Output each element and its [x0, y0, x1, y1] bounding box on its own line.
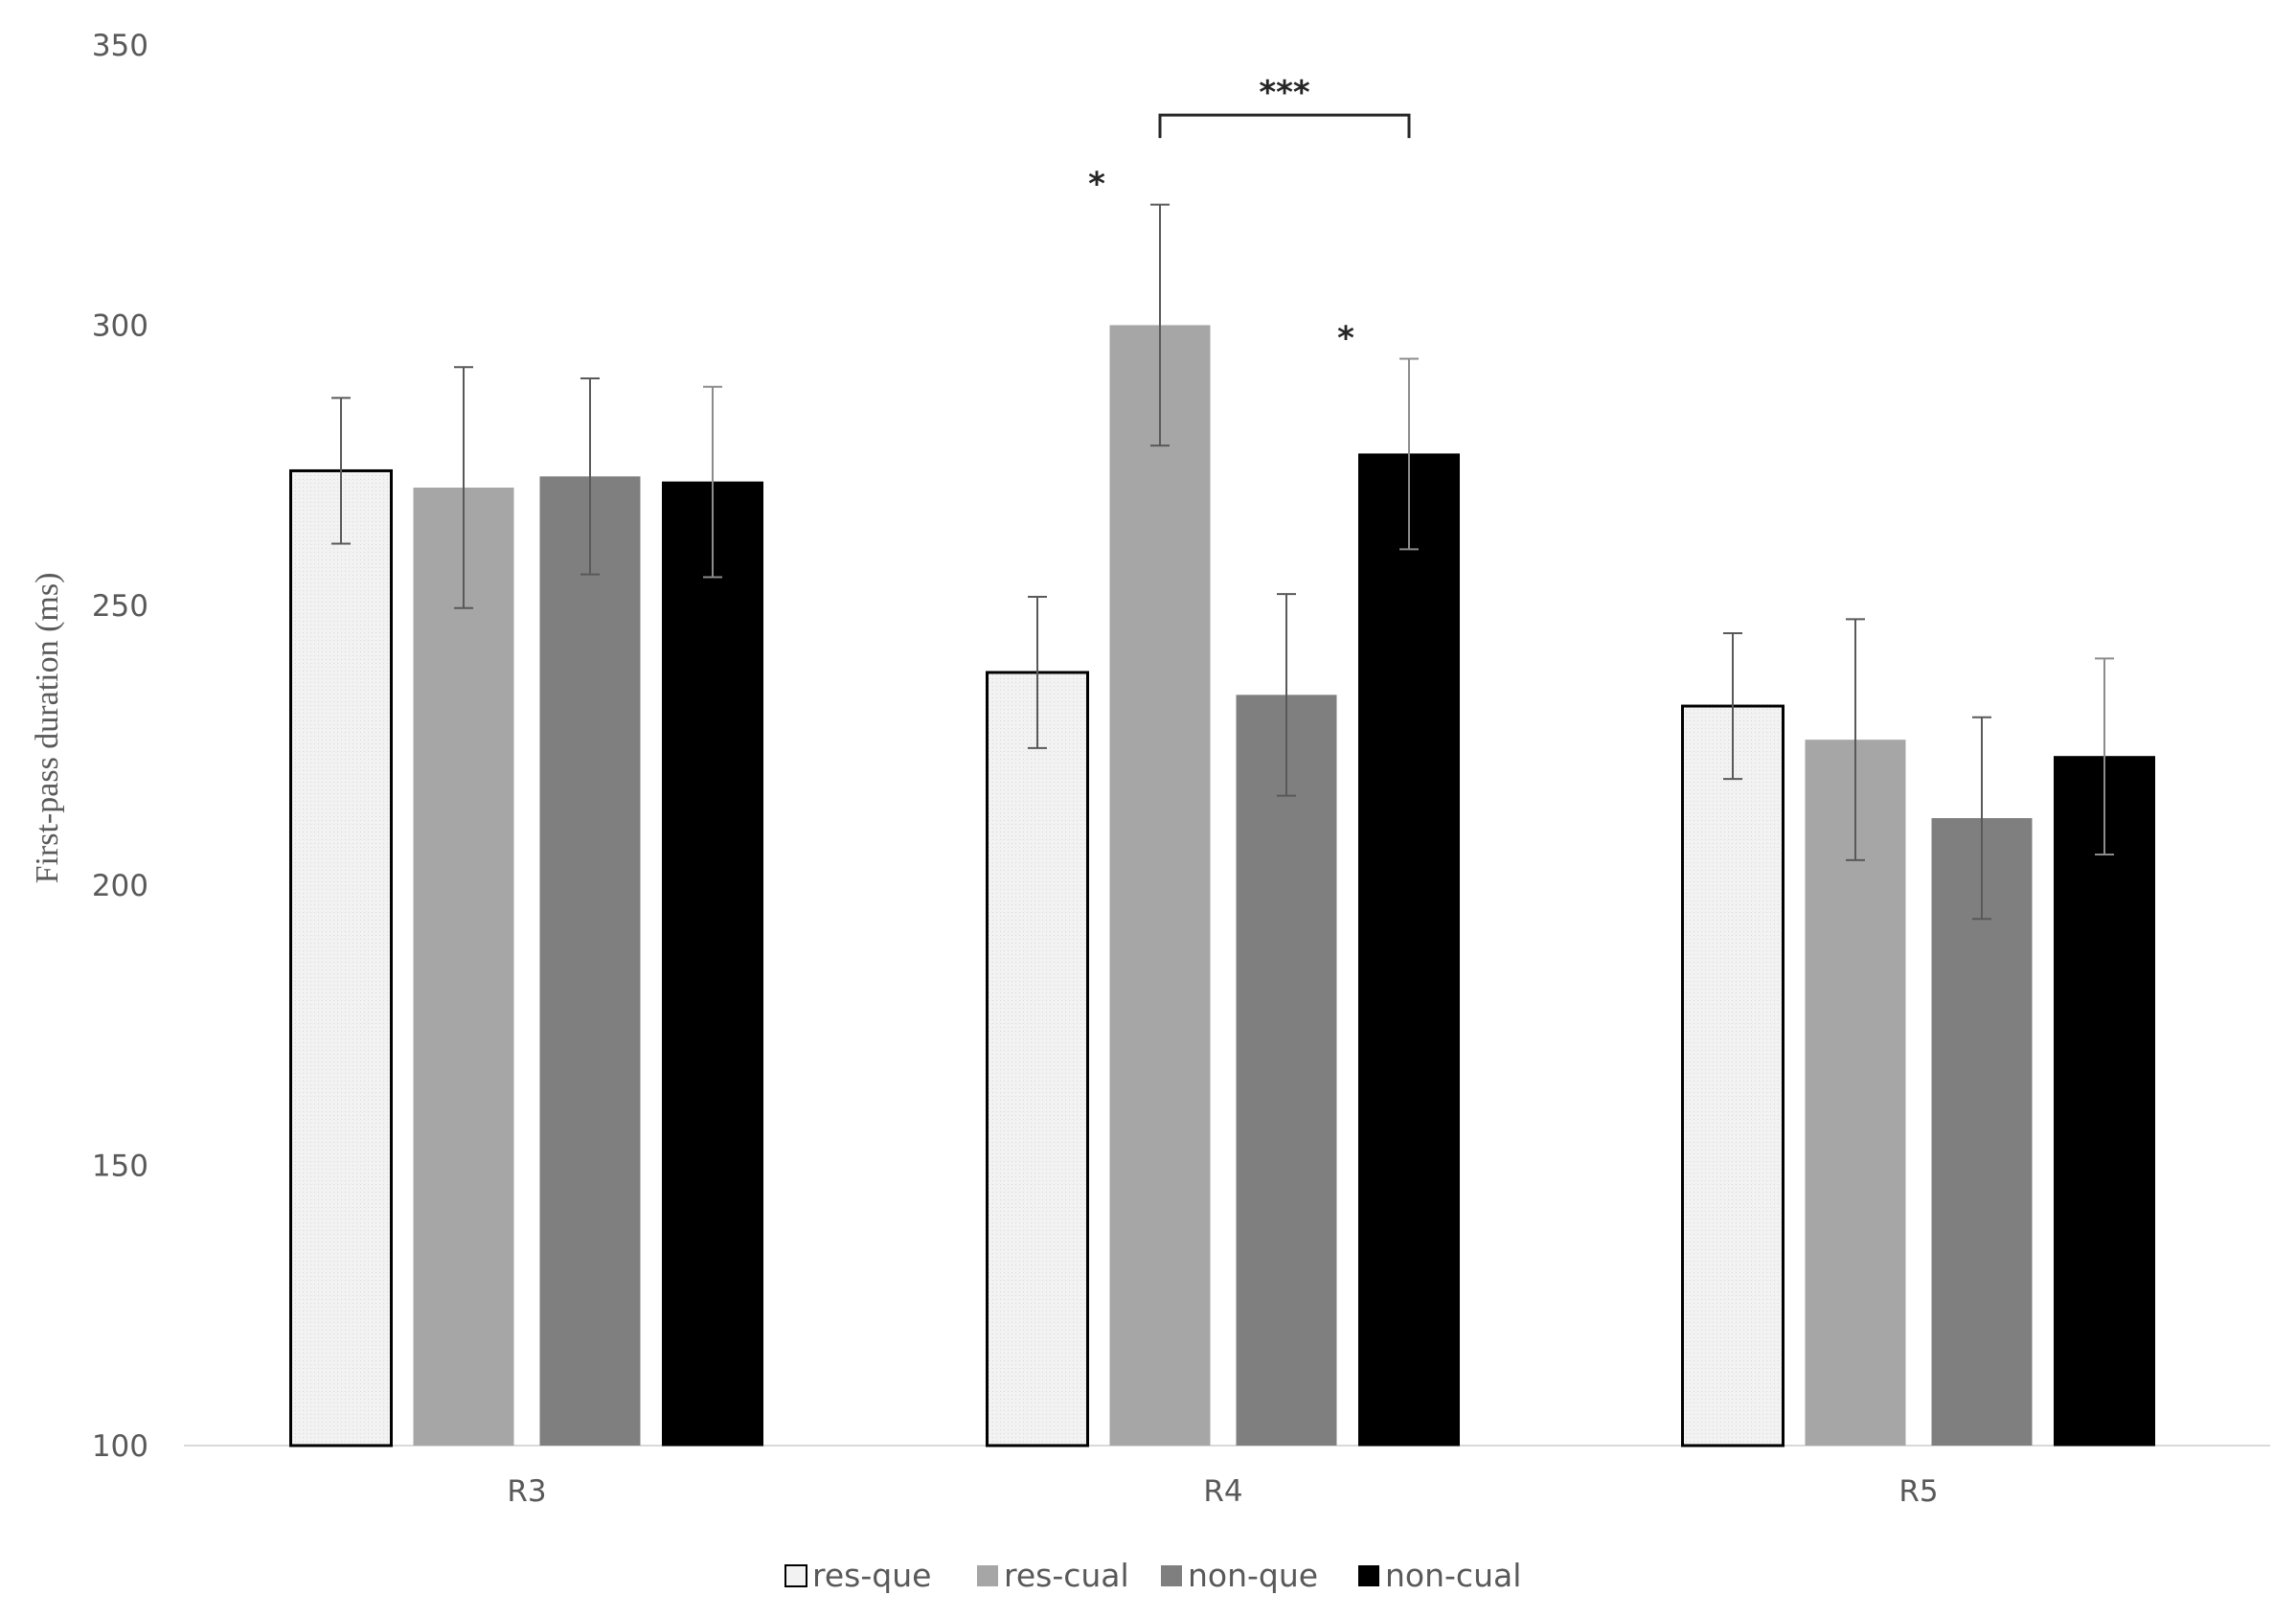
significance-marker: * [1088, 166, 1105, 204]
bar-res-cual-R4 [1109, 325, 1211, 1446]
legend-swatch [977, 1565, 998, 1586]
y-tick-label: 200 [92, 869, 148, 903]
error-bar-non-cual-R5 [2095, 657, 2114, 856]
error-bar-res-que-R4 [1028, 596, 1047, 749]
significance-bracket [1158, 113, 1411, 139]
bars [289, 325, 2155, 1447]
y-axis: 100 150 200 250 300 350 [92, 29, 148, 1464]
bar-res-que-R5 [1681, 704, 1785, 1447]
legend-item-res-que: res-que [784, 1557, 931, 1594]
significance-marker: *** [1259, 74, 1310, 112]
bar-res-que-R3 [289, 468, 393, 1447]
legend-label: res-cual [1004, 1557, 1129, 1594]
y-tick-label: 250 [92, 589, 148, 624]
y-tick-label: 100 [92, 1429, 148, 1464]
error-bar-res-cual-R3 [454, 366, 473, 609]
error-bar-non-que-R4 [1277, 593, 1296, 797]
y-tick-label: 350 [92, 29, 148, 63]
error-bar-res-que-R3 [331, 397, 351, 545]
legend: res-que res-cual non-que non-cual [784, 1557, 1521, 1594]
legend-label: non-cual [1385, 1557, 1521, 1594]
x-axis: R3 R4 R5 [184, 1445, 2270, 1509]
y-axis-title: First-pass duration (ms) [30, 573, 65, 884]
bar-res-cual-R3 [413, 487, 514, 1446]
x-tick-label: R4 [1203, 1474, 1242, 1509]
error-bar-res-cual-R5 [1846, 618, 1865, 861]
legend-swatch [1161, 1565, 1182, 1586]
bar-non-que-R5 [1931, 818, 2033, 1446]
bar-non-que-R3 [539, 476, 641, 1446]
x-tick-label: R5 [1898, 1474, 1938, 1509]
error-bar-non-cual-R3 [703, 385, 722, 579]
error-bar-non-cual-R4 [1399, 357, 1419, 551]
significance-annotations: ***** [1088, 74, 1411, 357]
legend-item-non-cual: non-cual [1358, 1557, 1521, 1594]
bar-non-que-R4 [1236, 695, 1337, 1446]
x-tick-label: R3 [507, 1474, 546, 1509]
significance-marker: * [1337, 319, 1354, 357]
bar-non-cual-R5 [2054, 756, 2155, 1447]
legend-item-non-que: non-que [1161, 1557, 1318, 1594]
legend-label: res-que [812, 1557, 931, 1594]
error-bars [331, 203, 2114, 921]
legend-item-res-cual: res-cual [977, 1557, 1129, 1594]
error-bar-non-que-R3 [580, 376, 600, 576]
legend-label: non-que [1188, 1557, 1318, 1594]
error-bar-res-que-R5 [1723, 632, 1742, 781]
error-bar-res-cual-R4 [1150, 203, 1170, 447]
y-tick-label: 150 [92, 1150, 148, 1184]
y-tick-label: 300 [92, 308, 148, 343]
legend-swatch [1358, 1565, 1379, 1586]
bar-non-cual-R3 [662, 481, 763, 1447]
legend-swatch [784, 1564, 807, 1587]
bar-res-que-R4 [986, 671, 1089, 1447]
bar-non-cual-R4 [1358, 453, 1460, 1447]
error-bar-non-que-R5 [1972, 716, 1991, 921]
